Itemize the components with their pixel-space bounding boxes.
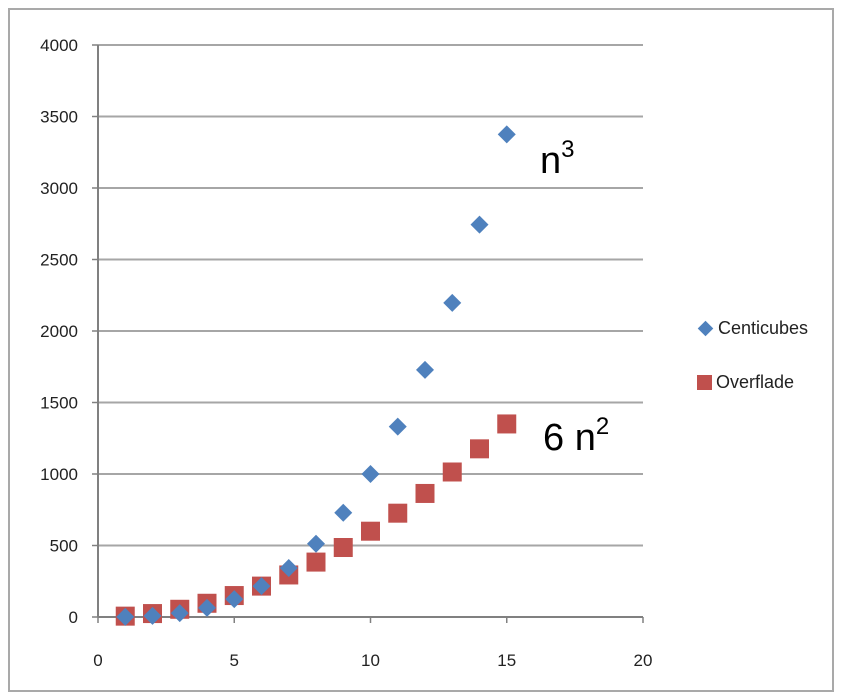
centicubes-point-3 [170, 604, 189, 623]
y-tick-label-3500: 3500 [40, 108, 78, 127]
annotation-6n-squared: 6 n2 [543, 413, 609, 460]
y-tick-label-3000: 3000 [40, 179, 78, 198]
centicubes-point-5 [225, 590, 244, 609]
square-marker-icon [697, 374, 712, 390]
legend-label-overflade: Overflade [716, 371, 795, 392]
overflade-point-12 [415, 483, 435, 503]
centicubes-point-12 [416, 360, 434, 379]
overflade-point-10 [361, 521, 380, 541]
overflade-point-11 [388, 503, 408, 523]
diamond-marker-icon [697, 320, 714, 336]
centicubes-point-6 [252, 577, 271, 596]
legend-label-centicubes: Centicubes [718, 317, 809, 338]
annotation-n-cubed: n3 [540, 136, 575, 183]
centicubes-point-8 [307, 534, 325, 553]
centicubes-point-7 [279, 558, 298, 577]
annotation-6n-squared-exponent: 2 [595, 413, 610, 440]
x-tick-label-5: 5 [230, 651, 239, 670]
annotation-n-cubed-base: n [540, 140, 562, 182]
y-tick-label-2500: 2500 [40, 251, 78, 270]
y-tick-label-1500: 1500 [40, 394, 78, 413]
centicubes-point-9 [334, 503, 353, 522]
annotation-6n-squared-base: 6 n [543, 417, 596, 459]
centicubes-point-1 [116, 607, 135, 626]
y-tick-label-2000: 2000 [40, 322, 78, 341]
y-tick-label-500: 500 [50, 537, 78, 556]
y-tick-label-1000: 1000 [40, 465, 78, 484]
x-tick-label-0: 0 [93, 651, 102, 670]
gridlines [98, 44, 643, 547]
x-tick-label-10: 10 [361, 651, 380, 670]
chart-frame [8, 8, 834, 692]
y-tick-label-4000: 4000 [40, 36, 78, 55]
legend: Centicubes Overflade [697, 312, 808, 420]
legend-item-overflade: Overflade [697, 366, 808, 398]
centicubes-point-15 [497, 125, 516, 144]
data-points [115, 125, 517, 626]
centicubes-point-4 [198, 598, 216, 617]
overflade-point-15 [497, 414, 517, 434]
x-tick-label-20: 20 [634, 651, 653, 670]
centicubes-point-13 [443, 293, 462, 312]
tick-labels: 0 500 1000 1500 2000 2500 3000 3500 4000 0 5 10 15 20 [40, 36, 652, 670]
annotation-n-cubed-exponent: 3 [561, 136, 575, 163]
overflade-point-8 [306, 552, 326, 572]
x-tick-label-15: 15 [497, 651, 516, 670]
centicubes-point-11 [388, 417, 407, 436]
centicubes-point-14 [470, 215, 489, 234]
overflade-point-13 [442, 462, 462, 482]
y-tick-label-0: 0 [69, 608, 78, 627]
overflade-point-14 [470, 439, 489, 459]
centicubes-point-2 [143, 606, 162, 625]
centicubes-point-10 [361, 465, 380, 483]
overflade-point-9 [333, 538, 353, 558]
legend-item-centicubes: Centicubes [697, 312, 808, 344]
